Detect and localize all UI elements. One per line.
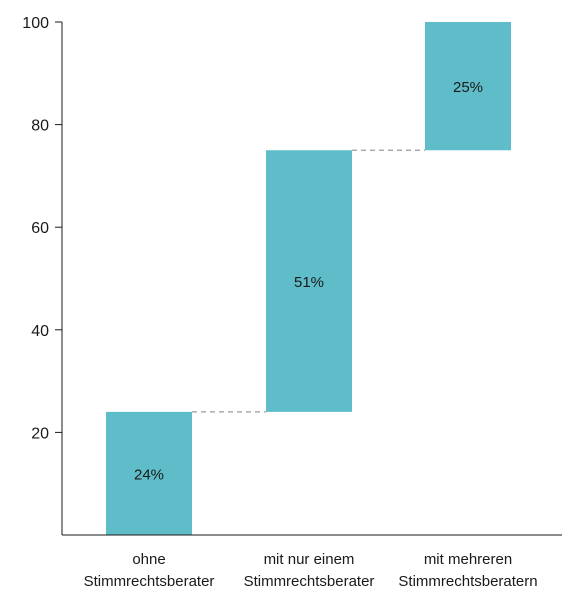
x-category-label: mit nur einem Stimmrechtsberater — [244, 551, 375, 590]
data-label-1: 24% — [134, 466, 164, 483]
y-tick-label: 60 — [31, 220, 49, 237]
y-axis: 20 40 60 80 100 — [22, 15, 63, 535]
x-category-label: ohne Stimmrechtsberater — [84, 551, 215, 590]
data-labels: 24% 51% 25% — [134, 79, 483, 483]
y-tick-label: 80 — [31, 118, 49, 135]
bar-2 — [266, 150, 352, 412]
y-tick-label: 100 — [22, 15, 49, 32]
bars — [106, 22, 511, 535]
y-tick-label: 40 — [31, 323, 49, 340]
bar-1 — [106, 411, 192, 535]
bar-3 — [425, 22, 511, 151]
x-axis: ohne Stimmrechtsberater mit nur einem Stimm… — [62, 534, 562, 590]
x-category-label: mit mehreren Stimmrechtsberatern — [398, 551, 537, 590]
y-tick-label: 20 — [31, 425, 49, 442]
data-label-2: 51% — [294, 274, 324, 291]
connectors — [192, 149, 425, 413]
data-label-3: 25% — [453, 79, 483, 96]
